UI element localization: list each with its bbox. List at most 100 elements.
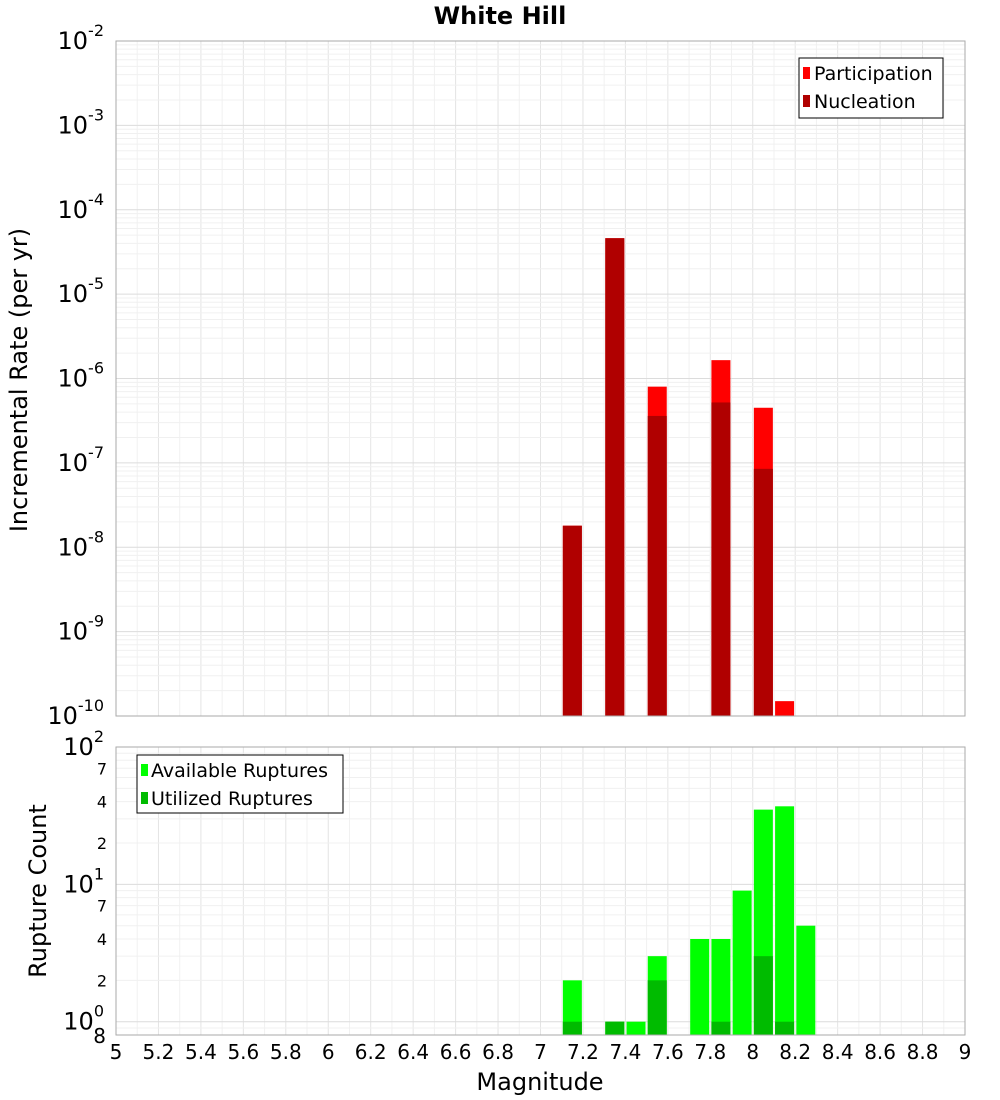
bottom-bars: [562, 806, 816, 1035]
top-bars: [562, 238, 795, 716]
participation-bar: [775, 701, 795, 716]
legend-swatch-participation: [803, 67, 810, 79]
bottom-plot-border: [115, 746, 966, 1036]
bottom-legend-box: [136, 754, 344, 814]
tick-base: 10: [63, 1008, 94, 1036]
chart-title: White Hill: [434, 2, 567, 30]
x-tick-label: 6.8: [482, 1040, 514, 1064]
top-y-tick-label: 10-9: [58, 612, 105, 646]
tick-base: 10: [47, 702, 78, 730]
x-tick-label: 6.2: [355, 1040, 387, 1064]
tick-exponent: 2: [94, 727, 104, 746]
nucleation-bar: [711, 402, 731, 716]
tick-base: 10: [58, 196, 89, 224]
x-tick-label: 5.8: [270, 1040, 302, 1064]
utilized-ruptures-bar: [711, 1021, 731, 1035]
x-tick-label: 8: [746, 1040, 759, 1064]
available-ruptures-bar: [690, 939, 710, 1035]
bottom-y-tick-label: 101: [63, 864, 104, 898]
x-axis-ticks: 5 5.2 5.4 5.6 5.8 6 6.2 6.4 6.6 6.8 7 7.2 7.4 7.6 7.8 8…: [110, 1040, 972, 1064]
x-tick-label: 5: [110, 1040, 123, 1064]
bottom-y-minor-tick-label: 7: [97, 897, 107, 916]
top-y-tick-label: 10-8: [58, 527, 105, 561]
top-y-axis-label: Incremental Rate (per yr): [5, 228, 33, 532]
legend-swatch-utilized: [141, 792, 148, 804]
tick-exponent: -4: [88, 190, 104, 209]
bottom-y-tick-label: 100: [63, 1002, 104, 1036]
legend-label-nucleation: Nucleation: [814, 91, 916, 113]
tick-exponent: -8: [88, 527, 104, 546]
tick-base: 10: [58, 27, 89, 55]
available-ruptures-bar: [626, 1021, 646, 1035]
tick-base: 10: [58, 533, 89, 561]
tick-exponent: -7: [88, 443, 104, 462]
top-legend: Participation Nucleation: [798, 57, 944, 119]
tick-exponent: 0: [94, 1002, 104, 1021]
available-ruptures-bar: [562, 980, 582, 1035]
top-gridlines: [115, 41, 966, 717]
available-ruptures-bar: [796, 925, 816, 1035]
top-y-tick-label: 10-3: [58, 105, 105, 139]
top-y-tick-label: 10-7: [58, 443, 105, 477]
nucleation-bar: [562, 525, 582, 716]
tick-base: 10: [58, 111, 89, 139]
tick-base: 10: [63, 870, 94, 898]
legend-swatch-available: [141, 764, 148, 776]
x-tick-label: 5.4: [185, 1040, 217, 1064]
utilized-ruptures-bar: [605, 1021, 625, 1035]
x-tick-label: 5.6: [227, 1040, 259, 1064]
utilized-ruptures-bar: [775, 1021, 795, 1035]
bottom-y-minor-tick-label: 2: [97, 971, 107, 990]
tick-base: 10: [58, 280, 89, 308]
top-plot-border: [115, 40, 966, 717]
tick-exponent: -6: [88, 359, 104, 378]
bottom-y-minor-tick-label: 2: [97, 834, 107, 853]
top-y-ticks: 10-210-310-410-510-610-710-810-910-10: [47, 21, 104, 730]
tick-exponent: -5: [88, 274, 104, 293]
tick-exponent: 1: [94, 864, 104, 883]
tick-base: 10: [58, 449, 89, 477]
top-y-tick-label: 10-10: [47, 696, 104, 730]
top-y-tick-label: 10-6: [58, 359, 105, 393]
top-y-tick-label: 10-4: [58, 190, 105, 224]
top-legend-box: [798, 57, 944, 119]
bottom-legend: Available Ruptures Utilized Ruptures: [136, 754, 344, 814]
bottom-y-tick-label: 102: [63, 727, 104, 761]
x-tick-label: 6.4: [397, 1040, 429, 1064]
bottom-y-minor-tick-label: 8: [93, 1024, 106, 1048]
tick-base: 10: [58, 618, 89, 646]
x-tick-label: 7.6: [652, 1040, 684, 1064]
x-tick-label: 9: [959, 1040, 972, 1064]
utilized-ruptures-bar: [562, 1021, 582, 1035]
tick-exponent: -10: [78, 696, 104, 715]
top-y-tick-label: 10-2: [58, 21, 105, 55]
legend-label-available: Available Ruptures: [151, 760, 328, 782]
utilized-ruptures-bar: [753, 956, 773, 1035]
x-tick-label: 6.6: [440, 1040, 472, 1064]
x-tick-label: 7.4: [609, 1040, 641, 1064]
available-ruptures-bar: [732, 890, 752, 1035]
tick-exponent: -3: [88, 105, 104, 124]
available-ruptures-bar: [711, 939, 731, 1035]
top-y-tick-label: 10-5: [58, 274, 105, 308]
bottom-y-minor-tick-label: 7: [97, 759, 107, 778]
utilized-ruptures-bar: [647, 980, 667, 1035]
legend-swatch-nucleation: [803, 95, 810, 107]
tick-exponent: -2: [88, 21, 104, 40]
x-tick-label: 7: [534, 1040, 547, 1064]
tick-base: 10: [58, 365, 89, 393]
nucleation-bar: [647, 415, 667, 716]
legend-label-participation: Participation: [814, 63, 933, 85]
x-tick-label: 8.6: [864, 1040, 896, 1064]
x-tick-label: 8.2: [779, 1040, 811, 1064]
bottom-y-minor-tick-label: 4: [97, 930, 107, 949]
bottom-y-minor-tick-label: 4: [97, 793, 107, 812]
available-ruptures-bar: [775, 806, 795, 1035]
x-tick-label: 7.2: [567, 1040, 599, 1064]
x-tick-label: 8.8: [907, 1040, 939, 1064]
tick-base: 10: [63, 733, 94, 761]
x-tick-label: 5.2: [143, 1040, 175, 1064]
